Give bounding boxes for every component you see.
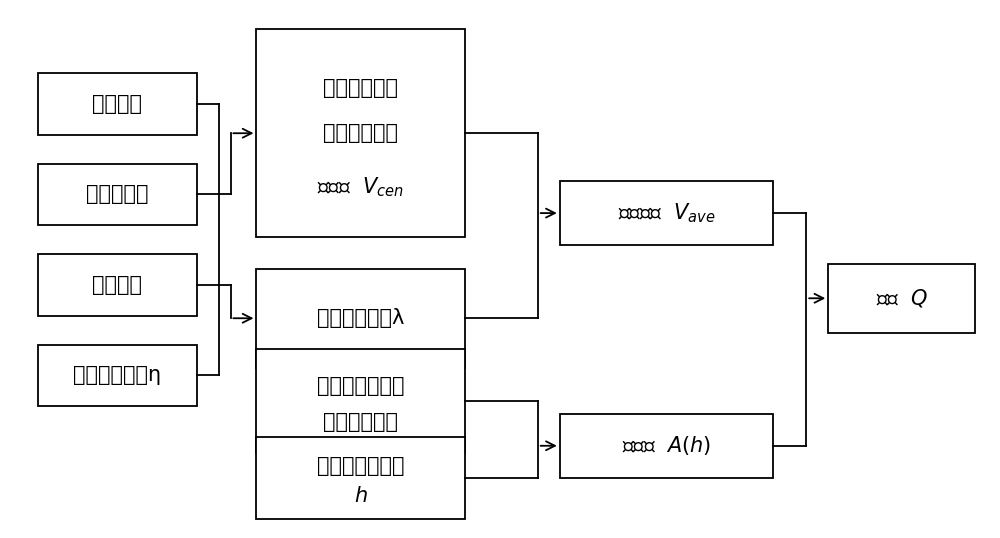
Bar — [256, 437, 465, 519]
Text: 曼宁公式: 曼宁公式 — [92, 94, 142, 114]
Text: 水力学半径: 水力学半径 — [86, 185, 148, 204]
Text: 测量中泓线附: 测量中泓线附 — [323, 77, 398, 97]
Bar — [38, 164, 197, 225]
Text: 料及剖面形状: 料及剖面形状 — [323, 412, 398, 431]
Bar — [560, 181, 773, 245]
Text: 综合修正系数η: 综合修正系数η — [73, 365, 161, 386]
Text: 施测河流断面资: 施测河流断面资 — [317, 376, 405, 397]
Bar — [38, 345, 197, 406]
Text: 雷达至水面高度: 雷达至水面高度 — [317, 456, 405, 476]
Text: $h$: $h$ — [354, 486, 368, 506]
Text: 流量  $Q$: 流量 $Q$ — [876, 287, 928, 309]
Bar — [828, 264, 975, 333]
Text: 截面积  $A(h)$: 截面积 $A(h)$ — [622, 434, 711, 457]
Bar — [256, 30, 465, 237]
Bar — [38, 254, 197, 316]
Bar — [560, 414, 773, 478]
Bar — [256, 349, 465, 452]
Bar — [256, 269, 465, 367]
Text: 河段糙率: 河段糙率 — [92, 275, 142, 295]
Text: 平均流速  $V_{ave}$: 平均流速 $V_{ave}$ — [618, 201, 715, 225]
Bar — [38, 73, 197, 134]
Text: 点流速  $V_{cen}$: 点流速 $V_{cen}$ — [317, 175, 404, 199]
Text: 综合校正系数λ: 综合校正系数λ — [317, 308, 404, 328]
Text: 近代表垂线处: 近代表垂线处 — [323, 123, 398, 143]
